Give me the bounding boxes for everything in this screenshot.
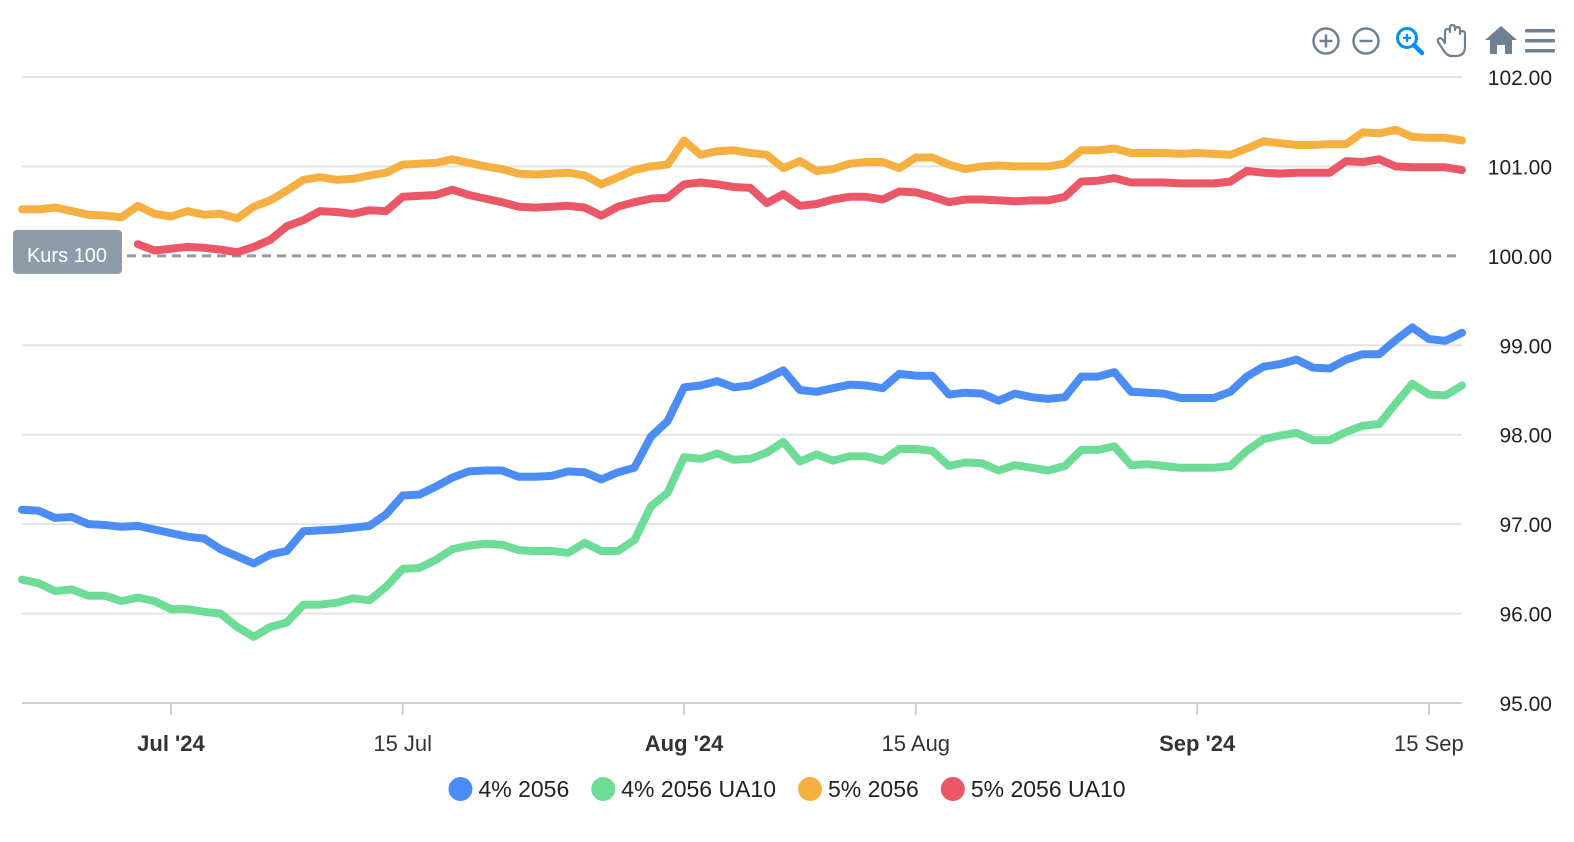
zoom-out-icon[interactable] [1348, 23, 1384, 59]
legend-label: 4% 2056 [478, 776, 569, 802]
selection-zoom-icon[interactable] [1392, 23, 1428, 59]
kurs-100-label: Kurs 100 [13, 229, 122, 274]
x-tick-label: Jul '24 [137, 731, 205, 756]
legend-item[interactable]: 5% 2056 [798, 776, 919, 802]
kurs-100-label-text: Kurs 100 [27, 245, 107, 267]
reset-home-icon[interactable] [1483, 23, 1519, 59]
legend-marker [591, 777, 616, 801]
y-tick-label: 102.00 [1488, 67, 1552, 90]
legend-item[interactable]: 4% 2056 [448, 776, 569, 802]
kurs-100-label-box [13, 229, 122, 274]
x-tick-label: 15 Sep [1394, 731, 1464, 756]
x-tick-label: Sep '24 [1159, 731, 1236, 756]
legend-label: 5% 2056 UA10 [971, 776, 1126, 802]
legend-marker [798, 777, 822, 801]
x-axis: Jul '24 15 Jul Aug '24 15 Aug Sep '24 15 Sep [22, 702, 1464, 756]
y-tick-label: 100.00 [1488, 246, 1552, 269]
y-tick-label: 101.00 [1488, 156, 1552, 179]
legend-item[interactable]: 5% 2056 UA10 [940, 776, 1126, 802]
y-tick-label: 99.00 [1499, 335, 1552, 358]
legend-label: 4% 2056 UA10 [621, 776, 776, 802]
menu-icon[interactable] [1522, 23, 1558, 59]
y-axis: 95.00 96.00 97.00 98.00 99.00 100.00 101.00 102… [1488, 67, 1552, 716]
series-line-4 [133, 155, 1466, 257]
series-lines: Kurs 100 [13, 125, 1466, 641]
pan-hand-icon[interactable] [1435, 23, 1471, 59]
legend: 4% 2056 4% 2056 UA10 5% 2056 5% 2056 UA10 [448, 776, 1126, 802]
legend-marker [940, 777, 965, 801]
chart-toolbar [1308, 23, 1558, 59]
series-line-3 [18, 125, 1466, 223]
y-tick-label: 97.00 [1499, 514, 1552, 537]
y-tick-label: 95.00 [1499, 693, 1552, 716]
y-tick-label: 96.00 [1499, 604, 1552, 627]
zoom-in-icon[interactable] [1308, 23, 1344, 59]
x-tick-label: 15 Aug [882, 731, 951, 756]
legend-label: 5% 2056 [828, 776, 919, 802]
y-tick-label: 98.00 [1499, 425, 1552, 448]
legend-item[interactable]: 4% 2056 UA10 [591, 776, 776, 802]
legend-marker [448, 777, 473, 801]
x-tick-label: 15 Jul [373, 731, 432, 756]
grid-lines [22, 76, 1462, 704]
x-tick-label: Aug '24 [645, 731, 724, 756]
series-line-1 [18, 323, 1466, 568]
series-line-2 [18, 379, 1466, 641]
